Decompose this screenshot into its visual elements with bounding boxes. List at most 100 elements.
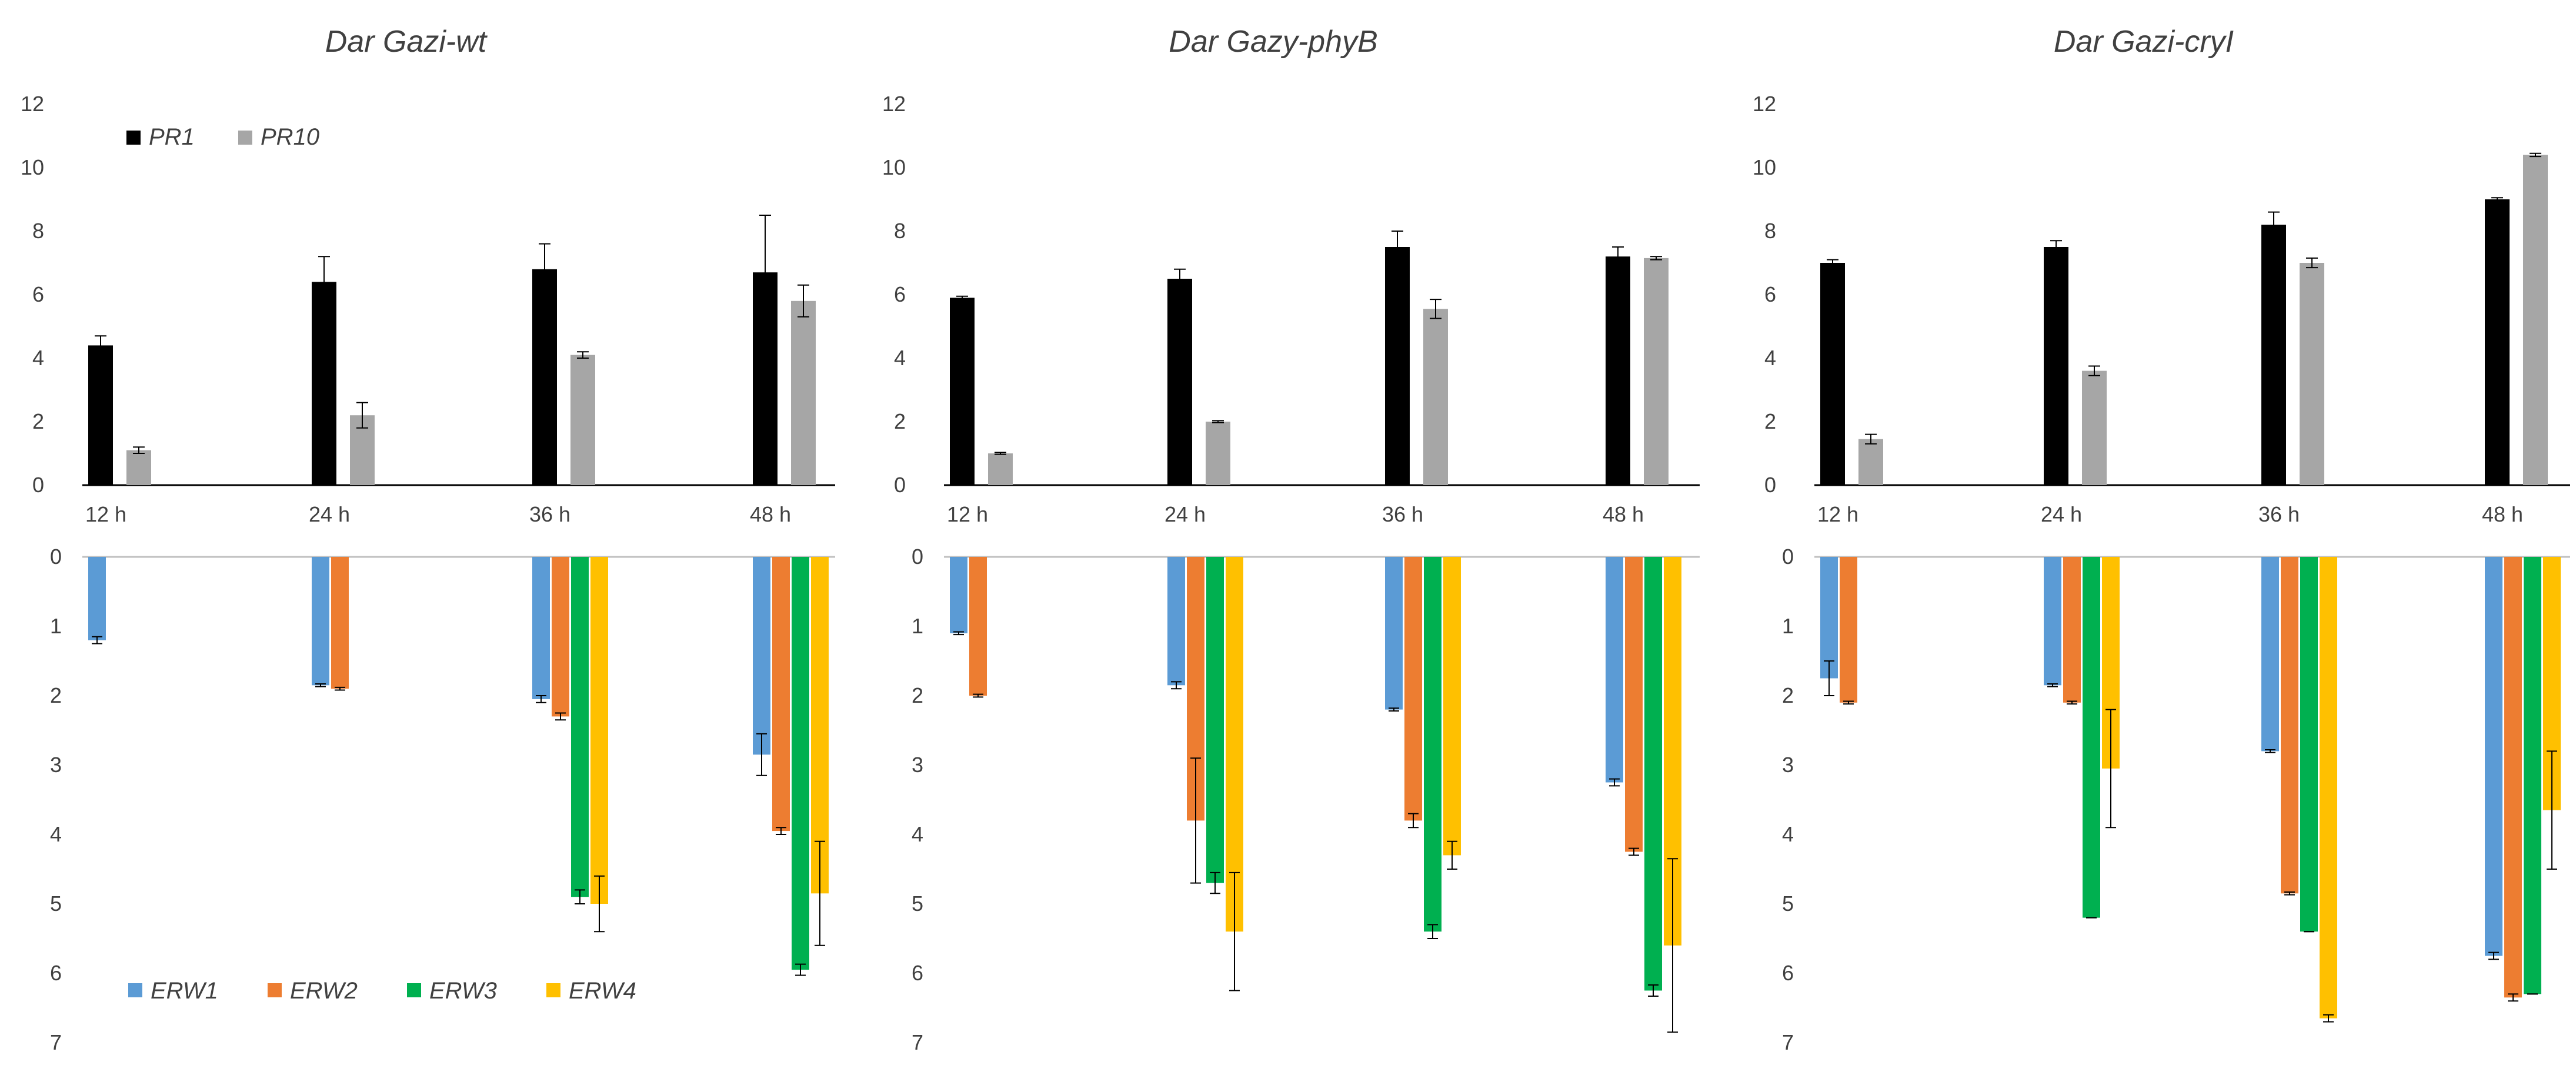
category-label: 48 h: [750, 502, 791, 526]
bar-erw4: [811, 557, 829, 894]
bar-pr10: [791, 300, 816, 485]
bar-erw4: [2320, 557, 2337, 1018]
category-label: 24 h: [1164, 502, 1206, 526]
bar-erw1: [2044, 557, 2061, 686]
lower-y-tick-label: 3: [1782, 753, 1794, 777]
bar-pr10: [126, 450, 151, 485]
upper-y-tick-label: 8: [1764, 219, 1776, 243]
lower-y-tick-label: 1: [912, 614, 923, 638]
legend-label: ERW3: [429, 978, 497, 1004]
bar-pr10: [2300, 263, 2324, 485]
category-label: 12 h: [947, 502, 988, 526]
category-label: 24 h: [309, 502, 350, 526]
category-label: 36 h: [2258, 502, 2300, 526]
upper-y-tick-label: 8: [32, 219, 44, 243]
upper-y-tick-label: 4: [894, 346, 906, 370]
lower-legend: ERW1 ERW2 ERW3 ERW4: [128, 978, 636, 1004]
panel-title: Dar Gazi-wt: [325, 25, 488, 59]
bar-erw1: [312, 557, 329, 686]
legend-label: ERW1: [151, 978, 218, 1004]
bar-erw1: [1606, 557, 1623, 783]
upper-y-tick-label: 2: [894, 409, 906, 433]
lower-y-tick-label: 3: [50, 753, 62, 777]
lower-y-tick-label: 1: [50, 614, 62, 638]
bar-erw4: [590, 557, 608, 904]
bar-erw2: [1625, 557, 1643, 852]
legend-label: ERW4: [569, 978, 636, 1004]
bar-erw2: [2281, 557, 2298, 894]
bar-erw3: [2300, 557, 2318, 932]
bar-erw1: [1385, 557, 1403, 710]
bar-erw4: [1226, 557, 1243, 932]
lower-y-tick-label: 4: [50, 822, 62, 846]
legend-swatch: [407, 983, 421, 997]
bar-pr10: [570, 355, 595, 485]
upper-y-tick-label: 10: [21, 155, 44, 179]
bar-erw3: [2524, 557, 2541, 994]
bar-pr10: [1206, 422, 1230, 485]
upper-y-tick-label: 6: [1764, 282, 1776, 306]
bar-erw3: [1206, 557, 1224, 883]
bar-erw4: [1443, 557, 1461, 856]
upper-y-tick-label: 10: [882, 155, 906, 179]
bar-erw1: [950, 557, 967, 633]
panel-title: Dar Gazi-cryI: [2054, 25, 2234, 59]
bar-pr1: [950, 298, 975, 485]
bar-pr1: [1167, 279, 1192, 485]
bar-erw2: [552, 557, 569, 717]
lower-y-tick-label: 0: [912, 545, 923, 569]
category-label: 48 h: [1603, 502, 1644, 526]
legend-swatch: [128, 983, 142, 997]
bar-pr1: [2261, 225, 2286, 485]
category-label: 12 h: [1817, 502, 1858, 526]
upper-y-tick-label: 4: [32, 346, 44, 370]
legend-swatch: [546, 983, 560, 997]
upper-y-tick-label: 2: [1764, 409, 1776, 433]
bar-pr1: [312, 282, 336, 485]
bar-pr1: [88, 345, 113, 485]
bar-erw2: [2504, 557, 2522, 998]
bar-pr1: [532, 269, 557, 485]
bar-erw3: [571, 557, 589, 897]
lower-y-tick-label: 0: [50, 545, 62, 569]
legend-swatch: [238, 131, 252, 145]
bar-erw2: [969, 557, 987, 696]
lower-y-tick-label: 4: [912, 822, 923, 846]
bar-pr10: [1423, 309, 1448, 485]
upper-y-tick-label: 0: [32, 473, 44, 497]
bar-pr10: [2523, 155, 2548, 485]
lower-y-tick-label: 0: [1782, 545, 1794, 569]
legend-label: PR1: [149, 124, 195, 150]
upper-y-tick-label: 10: [1753, 155, 1776, 179]
bar-erw3: [2083, 557, 2100, 918]
bar-erw1: [753, 557, 770, 755]
lower-y-tick-label: 6: [1782, 961, 1794, 985]
lower-y-tick-label: 6: [50, 961, 62, 985]
lower-y-tick-label: 6: [912, 961, 923, 985]
lower-y-tick-label: 2: [1782, 683, 1794, 707]
bar-erw2: [772, 557, 790, 831]
lower-y-tick-label: 5: [50, 891, 62, 916]
upper-y-tick-label: 4: [1764, 346, 1776, 370]
legend-label: ERW2: [290, 978, 358, 1004]
bar-erw1: [2261, 557, 2279, 752]
upper-y-tick-label: 8: [894, 219, 906, 243]
category-label: 36 h: [1382, 502, 1423, 526]
bar-pr10: [1858, 439, 1883, 485]
lower-y-tick-label: 7: [50, 1030, 62, 1054]
bar-erw2: [1840, 557, 1857, 703]
lower-y-tick-label: 1: [1782, 614, 1794, 638]
upper-y-tick-label: 12: [882, 92, 906, 116]
upper-y-tick-label: 0: [1764, 473, 1776, 497]
lower-y-tick-label: 2: [50, 683, 62, 707]
lower-y-tick-label: 7: [912, 1030, 923, 1054]
bar-pr10: [1644, 258, 1669, 485]
bar-erw3: [1644, 557, 1662, 991]
bar-erw2: [2063, 557, 2081, 703]
legend-label: PR10: [261, 124, 319, 150]
